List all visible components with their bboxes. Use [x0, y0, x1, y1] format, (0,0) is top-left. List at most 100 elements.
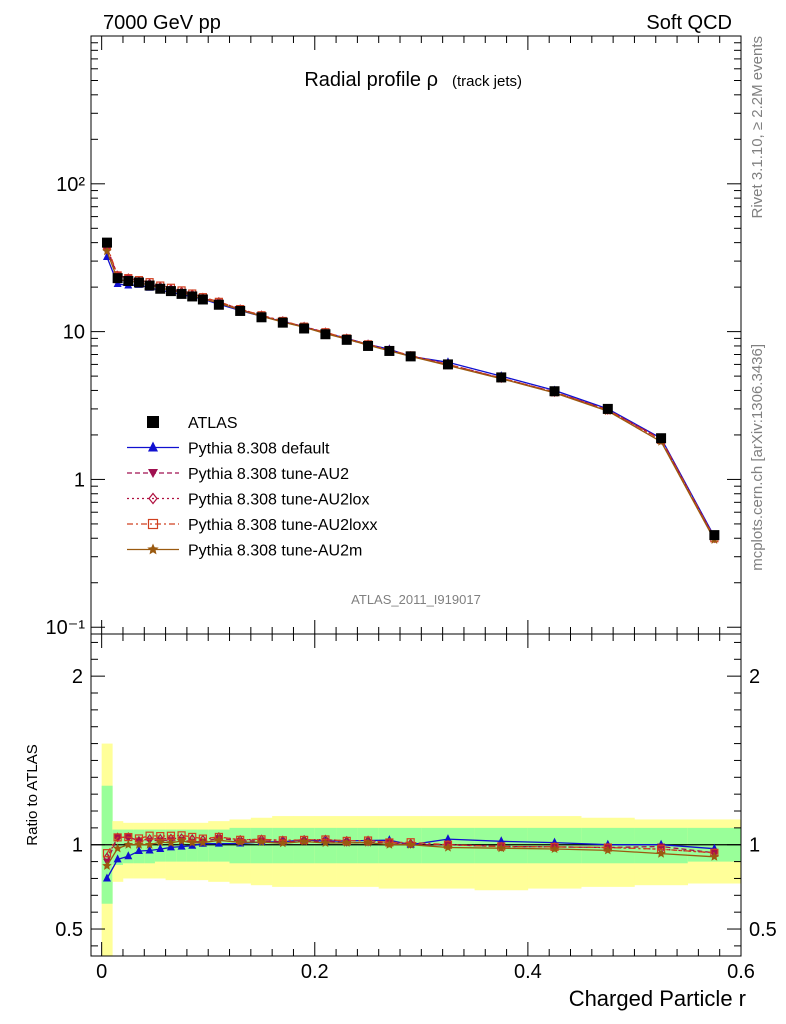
marker-triangle-down	[148, 469, 158, 478]
marker-star	[443, 842, 453, 852]
marker-star	[214, 835, 224, 845]
marker-star	[176, 836, 187, 845]
marker-star	[147, 543, 159, 555]
main-plot: 10⁻¹ 1 10 10² Radial profile ρ (track jets)…	[46, 35, 742, 639]
marker-star	[342, 837, 352, 847]
legend-entry: ATLAS	[188, 415, 238, 432]
marker-square	[176, 288, 187, 299]
x-tick-label: 0.4	[514, 961, 542, 983]
marker-star	[299, 836, 309, 846]
header-energy-label: 7000 GeV pp	[103, 12, 221, 34]
marker-open-square	[147, 518, 159, 530]
marker-star	[363, 837, 373, 847]
main-plot-series	[101, 237, 720, 544]
main-y-tick-label: 1	[74, 469, 85, 491]
main-y-tick-label: 10²	[56, 174, 85, 196]
marker-triangle-up	[443, 834, 452, 843]
legend-entry: Pythia 8.308 tune-AU2	[188, 466, 349, 483]
x-axis-label: Charged Particle r	[569, 986, 746, 1011]
marker-star	[278, 838, 288, 848]
marker-square	[165, 286, 176, 297]
chart-subtitle: (track jets)	[452, 73, 522, 90]
header-process-label: Soft QCD	[646, 12, 732, 34]
marker-star	[134, 839, 144, 849]
marker-star	[320, 838, 331, 847]
marker-square	[133, 277, 144, 288]
marker-square	[405, 351, 416, 362]
marker-square	[123, 276, 134, 287]
rivet-version-label: Rivet 3.1.10, ≥ 2.2M events	[749, 36, 766, 219]
series-atlas-data	[101, 237, 720, 541]
mcplots-citation-label: mcplots.cern.ch [arXiv:1306.3436]	[749, 344, 766, 571]
ratio-y-axis-label: Ratio to ATLAS	[24, 744, 41, 845]
legend-entry: Pythia 8.308 default	[188, 441, 330, 458]
marker-star	[155, 837, 165, 847]
marker-star	[166, 837, 176, 847]
legend: ATLAS Pythia 8.308 default Pythia 8.308 tu…	[127, 415, 377, 560]
marker-triangle-up	[214, 838, 223, 847]
ratio-y-tick-label: 2	[72, 666, 83, 688]
marker-square	[384, 345, 395, 356]
ratio-series-line	[106, 834, 715, 854]
main-y-tick-label: 10	[63, 322, 85, 344]
marker-star	[603, 845, 613, 855]
marker-triangle-up	[497, 836, 506, 845]
marker-square	[235, 305, 246, 316]
marker-star	[187, 837, 197, 847]
marker-square	[155, 283, 166, 294]
marker-triangle-up	[148, 441, 158, 452]
marker-square	[320, 329, 331, 340]
marker-square	[442, 359, 453, 370]
marker-triangle-up	[134, 846, 143, 855]
main-plot-ticks: 10⁻¹ 1 10 10²	[46, 36, 742, 639]
x-tick-label: 0.2	[301, 961, 329, 983]
marker-star	[235, 837, 245, 847]
marker-star	[198, 837, 208, 847]
marker-square	[112, 273, 123, 284]
marker-open-square	[102, 849, 112, 858]
ratio-y-tick-label-right: 1	[749, 835, 760, 857]
marker-open-square	[113, 833, 122, 842]
marker-square	[709, 530, 720, 541]
marker-square	[299, 323, 310, 334]
stat-band-bin	[293, 827, 316, 864]
marker-square	[256, 312, 267, 323]
ratio-plot-frame	[90, 633, 742, 957]
marker-square	[549, 386, 560, 397]
ratio-y-tick-label-right: 0.5	[749, 919, 777, 941]
chart-title: Radial profile ρ	[304, 69, 438, 91]
ratio-y-tick-label-right: 2	[749, 666, 760, 688]
marker-triangle-up	[145, 845, 154, 854]
marker-square	[277, 317, 288, 328]
marker-star	[549, 844, 560, 853]
marker-triangle-up	[177, 841, 186, 850]
ratio-plot: 0.5 0.5 1 1 2 2 0 0.2 0.4 0.6 Ratio to ATLAS Char…	[24, 633, 777, 1011]
marker-star	[496, 843, 506, 853]
marker-square	[602, 403, 613, 414]
marker-square	[147, 416, 159, 428]
main-y-tick-label: 10⁻¹	[46, 617, 86, 639]
legend-entry: Pythia 8.308 tune-AU2loxx	[188, 517, 377, 534]
marker-star	[102, 246, 112, 256]
marker-triangle-up	[102, 873, 111, 882]
ratio-y-tick-label: 1	[72, 835, 83, 857]
marker-star	[256, 837, 267, 847]
marker-square	[496, 372, 507, 383]
marker-star	[123, 839, 134, 849]
marker-square	[213, 299, 224, 310]
marker-square	[101, 237, 112, 248]
marker-star	[144, 839, 155, 849]
marker-triangle-up	[156, 844, 165, 853]
marker-triangle-up	[113, 854, 122, 863]
ratio-plot-series	[102, 831, 720, 882]
marker-square	[187, 291, 198, 302]
legend-entry: Pythia 8.308 tune-AU2lox	[188, 492, 369, 509]
stat-band-bin	[314, 827, 337, 864]
marker-square	[144, 280, 155, 291]
ratio-y-tick-label: 0.5	[55, 919, 83, 941]
stat-band-bin	[250, 827, 273, 864]
marker-triangle-up	[166, 842, 175, 851]
legend-entry: Pythia 8.308 tune-AU2m	[188, 543, 362, 560]
marker-triangle-up	[124, 851, 133, 860]
